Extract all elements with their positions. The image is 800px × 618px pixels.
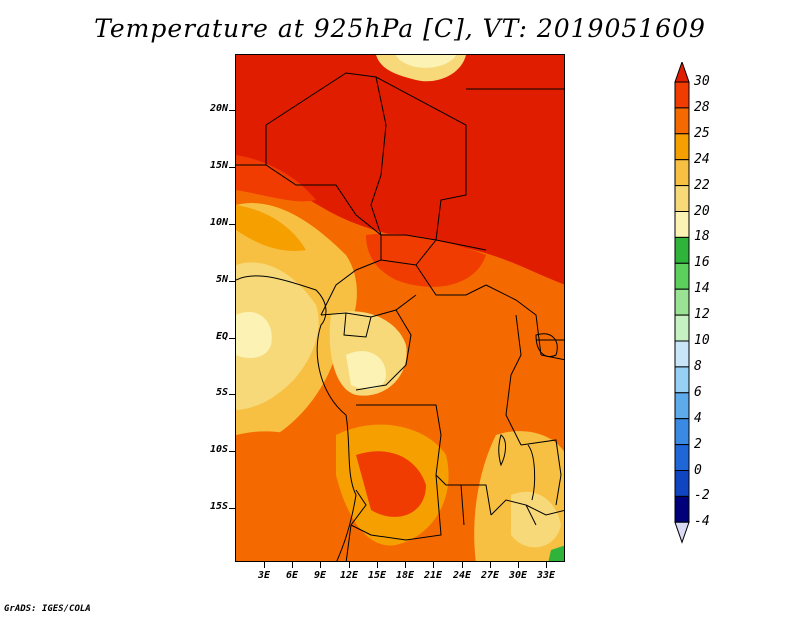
lon-label-15e: 15E [367,570,387,581]
colorbar-level-label: 6 [694,384,702,400]
colorbar-segment [674,81,690,109]
lon-label-12e: 12E [339,570,359,581]
lon-label-6e: 6E [285,570,299,581]
lon-tick [490,562,491,568]
lat-tick [229,394,235,395]
lon-label-9e: 9E [313,570,327,581]
lon-tick [518,562,519,568]
colorbar-level-label: 22 [694,177,710,193]
colorbar-level-label: 12 [694,307,710,323]
lat-tick [229,110,235,111]
lon-tick [377,562,378,568]
temperature-zone-30-north [236,55,564,285]
colorbar-segment [674,185,690,212]
lat-tick [229,508,235,509]
colorbar-bottom-triangle [674,521,690,544]
colorbar [674,62,690,544]
lat-label-10n: 10N [209,217,228,228]
colorbar-segment [674,366,690,394]
colorbar-level-label: 24 [694,151,710,167]
temperature-zone-18 [346,351,386,390]
temperature-zone-18-coast [236,311,272,358]
colorbar-level-label: 8 [694,358,702,374]
lon-label-30e: 30E [508,570,528,581]
grads-credit: GrADS: IGES/COLA [4,604,91,614]
lon-tick [320,562,321,568]
colorbar-segment [674,288,690,316]
temperature-zone-28-central [366,233,486,287]
colorbar-top-triangle [674,62,690,83]
map-plot-area [235,54,565,562]
atlantic-coastline [236,275,357,561]
colorbar-level-label: 14 [694,281,710,297]
lat-label-eq: EQ [215,331,228,342]
temperature-map [236,55,564,561]
lake-tanganyika [498,434,506,467]
lon-label-21e: 21E [423,570,443,581]
lat-tick [229,281,235,282]
colorbar-level-label: 30 [694,74,710,89]
colorbar-segment [674,470,690,497]
colorbar-segment [674,444,690,472]
colorbar-segment [674,262,690,290]
colorbar-segment [674,107,690,135]
colorbar-segment [674,392,690,420]
temperature-zone-20 [236,262,319,410]
lake-malawi [527,444,536,501]
lat-tick [229,167,235,168]
lon-tick [349,562,350,568]
lon-tick [292,562,293,568]
lat-label-20n: 20N [209,103,228,114]
lat-tick [229,451,235,452]
country-boundaries [236,72,564,561]
colorbar-level-label: 4 [694,410,702,426]
lat-label-5n: 5N [215,274,228,285]
temperature-zone-20-east [511,491,561,548]
map-title: Temperature at 925hPa [C], VT: 201905160… [94,14,706,43]
lat-label-10s: 10S [209,444,228,455]
lat-label-15s: 15S [209,501,228,512]
lake-victoria [535,333,558,358]
colorbar-level-label: 25 [694,125,710,141]
lon-label-3e: 3E [257,570,271,581]
lon-label-33e: 33E [536,570,556,581]
colorbar-level-label: 18 [694,229,710,245]
lon-tick [546,562,547,568]
colorbar-level-label: 10 [694,333,710,348]
colorbar-level-label: -2 [694,488,710,504]
lon-tick [462,562,463,568]
lon-tick [264,562,265,568]
temperature-zone-18-sahara [396,55,456,68]
lon-label-18e: 18E [395,570,415,581]
temperature-zone-28-angola [356,451,426,517]
lon-label-27e: 27E [480,570,500,581]
colorbar-segment [674,340,690,368]
colorbar-segment [674,314,690,342]
colorbar-level-label: 2 [694,436,702,452]
colorbar-level-label: 16 [694,255,710,271]
lat-label-5s: 5S [215,387,228,398]
lat-label-15n: 15N [209,160,228,171]
colorbar-segment [674,236,690,264]
colorbar-level-label: 0 [694,462,702,478]
lon-tick [433,562,434,568]
colorbar-level-label: -4 [694,514,710,530]
temperature-zone-16 [548,545,564,561]
lat-tick [229,338,235,339]
temperature-zone-25-south [236,431,349,561]
temperature-zone-24-westcoast [236,205,306,251]
colorbar-segment [674,211,690,238]
lon-label-24e: 24E [452,570,472,581]
colorbar-segment [674,159,690,187]
colorbar-level-label: 20 [694,203,710,219]
colorbar-segment [674,133,690,161]
temperature-zone-28-sahel [236,155,316,202]
colorbar-segment [674,418,690,446]
lon-tick [405,562,406,568]
lat-tick [229,224,235,225]
colorbar-segment [674,495,690,523]
colorbar-level-label: 28 [694,99,710,115]
